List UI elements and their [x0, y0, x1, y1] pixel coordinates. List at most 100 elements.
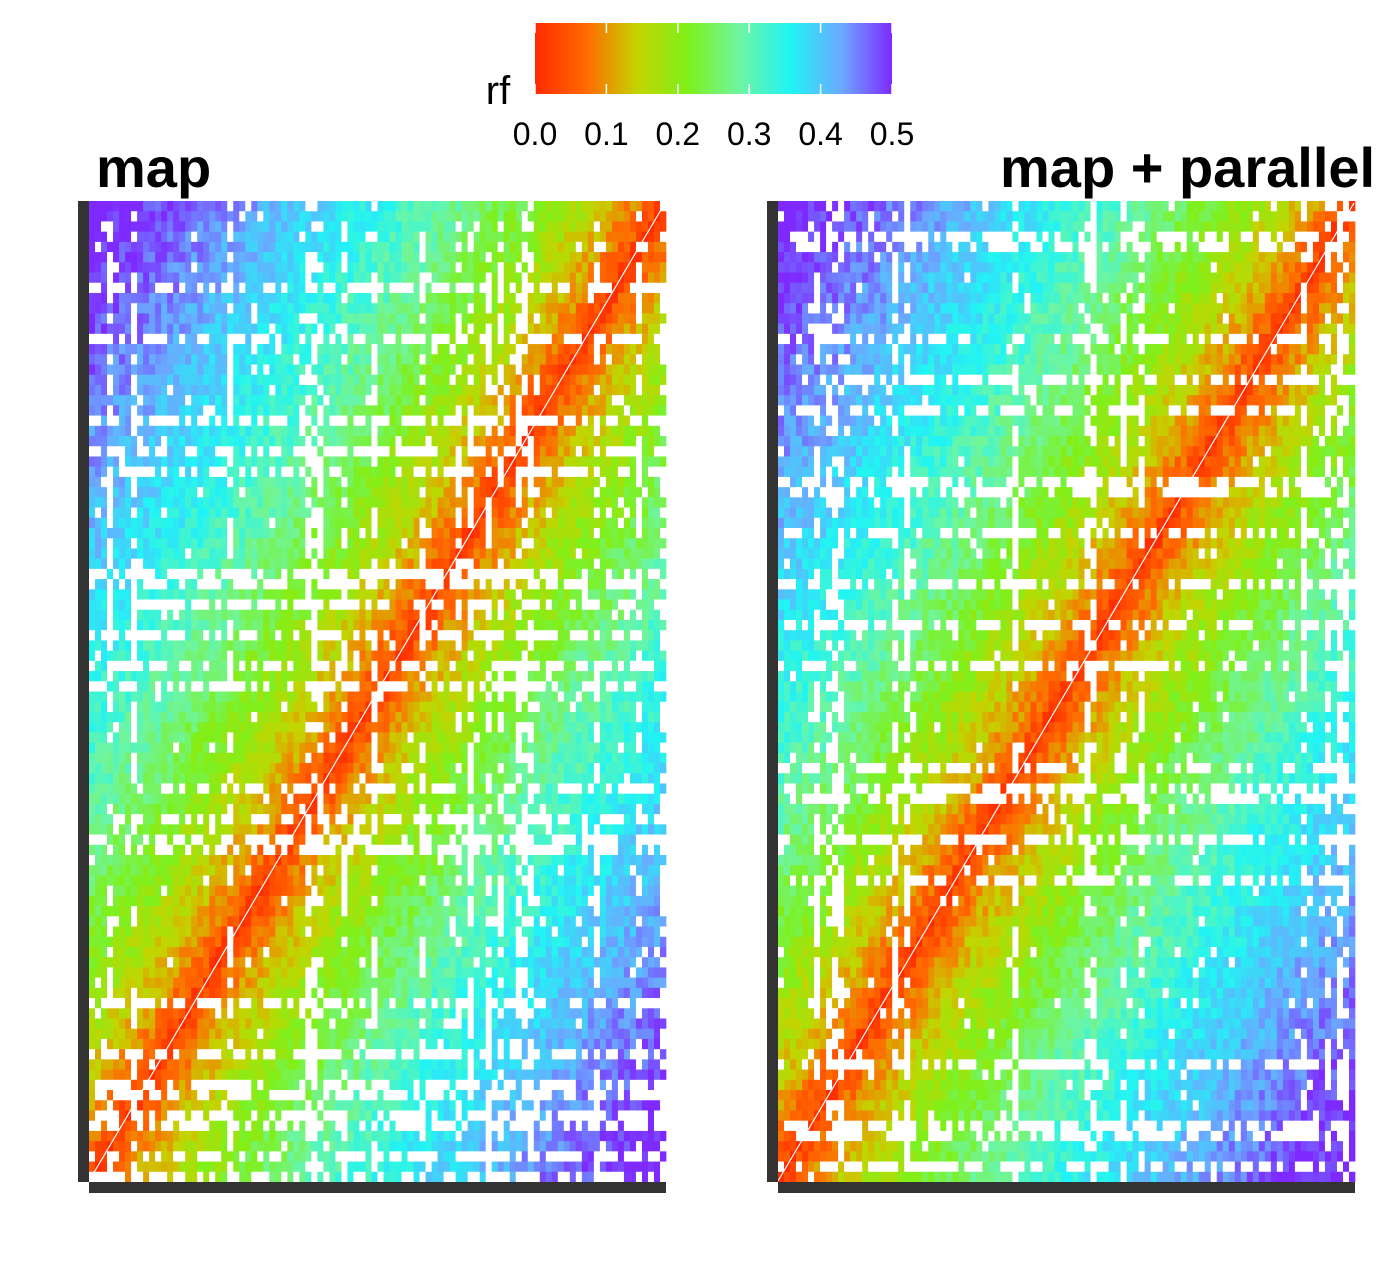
heatmap-cell [546, 426, 552, 437]
heatmap-cell [113, 528, 119, 539]
heatmap-cell [215, 722, 221, 733]
heatmap-cell [197, 681, 203, 692]
heatmap-cell [390, 579, 396, 590]
heatmap-cell [414, 538, 420, 549]
heatmap-cell [287, 508, 293, 519]
heatmap-cell [245, 273, 251, 284]
heatmap-cell [239, 681, 245, 692]
heatmap-cell [101, 477, 107, 488]
heatmap-cell [173, 630, 179, 641]
heatmap-cell [528, 324, 534, 335]
heatmap-cell [402, 538, 408, 549]
heatmap-cell [155, 232, 161, 243]
heatmap-cell [107, 344, 113, 355]
heatmap-cell [299, 232, 305, 243]
heatmap-cell [131, 354, 137, 365]
heatmap-cell [167, 201, 173, 212]
heatmap-cell [582, 630, 588, 641]
heatmap-cell [588, 610, 594, 621]
heatmap-cell [438, 242, 444, 253]
heatmap-cell [311, 283, 317, 294]
heatmap-cell [275, 467, 281, 478]
heatmap-cell [215, 569, 221, 580]
heatmap-cell [365, 497, 371, 508]
heatmap-cell [426, 569, 432, 580]
heatmap-cell [462, 467, 468, 478]
heatmap-cell [185, 518, 191, 529]
heatmap-cell [263, 589, 269, 600]
heatmap-cell [269, 385, 275, 396]
heatmap-cell [197, 416, 203, 427]
heatmap-cell [203, 273, 209, 284]
heatmap-cell [624, 487, 630, 498]
heatmap-cell [624, 589, 630, 600]
heatmap-cell [341, 712, 347, 723]
heatmap-cell [576, 324, 582, 335]
heatmap-cell [606, 344, 612, 355]
heatmap-cell [528, 405, 534, 416]
heatmap-cell [462, 262, 468, 273]
heatmap-cell [191, 405, 197, 416]
heatmap-cell [450, 712, 456, 723]
heatmap-cell [275, 538, 281, 549]
heatmap-cell [624, 518, 630, 529]
heatmap-cell [203, 487, 209, 498]
heatmap-cell [209, 344, 215, 355]
heatmap-cell [534, 283, 540, 294]
heatmap-cell [408, 385, 414, 396]
heatmap-cell [486, 211, 492, 222]
heatmap-cell [203, 303, 209, 314]
heatmap-cell [191, 497, 197, 508]
heatmap-cell [227, 273, 233, 284]
heatmap-cell [540, 354, 546, 365]
heatmap-cell [221, 354, 227, 365]
heatmap-cell [432, 252, 438, 263]
heatmap-cell [552, 221, 558, 232]
heatmap-cell [245, 375, 251, 386]
heatmap-cell [209, 395, 215, 406]
heatmap-cell [143, 395, 149, 406]
heatmap-cell [396, 538, 402, 549]
heatmap-cell [648, 283, 654, 294]
heatmap-cell [305, 313, 311, 324]
heatmap-cell [660, 242, 666, 253]
heatmap-cell [179, 548, 185, 559]
heatmap-cell [137, 293, 143, 304]
heatmap-cell [504, 232, 510, 243]
heatmap-cell [329, 712, 335, 723]
heatmap-cell [516, 232, 522, 243]
heatmap-cell [281, 395, 287, 406]
heatmap-cell [335, 324, 341, 335]
heatmap-cell [209, 661, 215, 672]
heatmap-cell [660, 416, 666, 427]
heatmap-cell [420, 559, 426, 570]
heatmap-cell [353, 456, 359, 467]
heatmap-cell [450, 334, 456, 345]
heatmap-cell [143, 559, 149, 570]
heatmap-cell [510, 640, 516, 651]
heatmap-cell [402, 375, 408, 386]
heatmap-cell [612, 385, 618, 396]
heatmap-cell [480, 436, 486, 447]
heatmap-cell [329, 600, 335, 611]
heatmap-cell [618, 548, 624, 559]
heatmap-cell [371, 324, 377, 335]
heatmap-cell [450, 262, 456, 273]
heatmap-cell [498, 344, 504, 355]
heatmap-cell [359, 262, 365, 273]
heatmap-cell [588, 385, 594, 396]
heatmap-cell [642, 273, 648, 284]
heatmap-cell [179, 467, 185, 478]
heatmap-panel-map: map [78, 136, 666, 1193]
heatmap-cell [480, 426, 486, 437]
heatmap-cell [486, 600, 492, 611]
heatmap-cell [335, 232, 341, 243]
heatmap-cell [420, 365, 426, 376]
heatmap-cell [552, 528, 558, 539]
heatmap-cell [287, 477, 293, 488]
heatmap-cell [281, 262, 287, 273]
heatmap-cell [107, 405, 113, 416]
heatmap-cell [239, 405, 245, 416]
heatmap-cell [402, 692, 408, 703]
heatmap-cell [155, 293, 161, 304]
